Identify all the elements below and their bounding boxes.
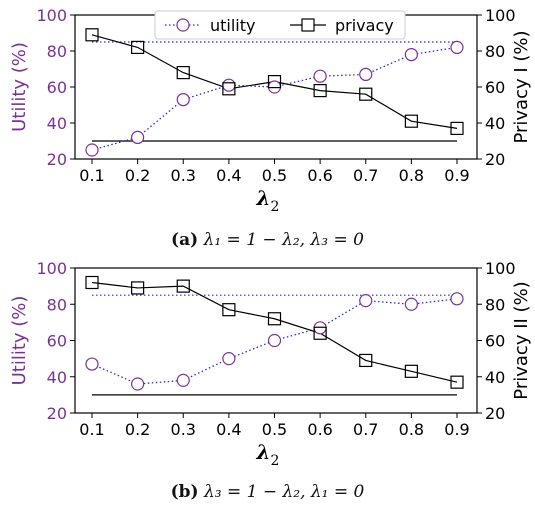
p1-x-tick-label: 0.8: [399, 166, 424, 185]
p2-x-tick-label: 0.2: [125, 420, 150, 439]
p2-privacy-point: [85, 275, 99, 290]
p1-y-left-label: Utility (%): [9, 42, 30, 132]
p2-left-tick-label: 20: [47, 404, 67, 423]
p2-right-tick-label: 80: [485, 295, 505, 314]
p2-utility-point: [404, 297, 418, 311]
p1-legend-box: [154, 10, 406, 40]
p1-right-tick-label: 60: [485, 78, 505, 97]
p1-x-tick-label: 0.1: [79, 166, 104, 185]
p1-right-tick-label: 100: [485, 6, 516, 25]
p2-privacy-point: [176, 279, 190, 293]
p1-right-tick-label: 20: [485, 150, 505, 169]
p2-utility-point: [85, 357, 99, 371]
p1-right-tick-label: 40: [485, 114, 505, 133]
caption-b-text: λ₃ = 1 − λ₂, λ₁ = 0: [204, 482, 365, 502]
caption-a-text: λ₁ = 1 − λ₂, λ₃ = 0: [203, 230, 364, 250]
p2-utility-series-line: [91, 298, 458, 385]
p1-privacy-point: [131, 40, 145, 55]
p2-left-tick-label: 60: [47, 332, 67, 351]
p2-right-tick-label: 100: [485, 259, 516, 278]
p1-x-tick-label: 0.2: [125, 166, 150, 185]
p1-utility-point: [222, 78, 236, 92]
p2-x-tick-label: 0.5: [262, 420, 287, 439]
p2-x-tick-label: 0.6: [307, 420, 332, 439]
p2-privacy-point: [359, 353, 373, 368]
p1-legend-privacy-label: privacy: [335, 16, 394, 35]
p1-privacy-point: [176, 65, 190, 80]
p1-privacy-point: [313, 83, 327, 98]
p2-utility-point: [359, 294, 373, 308]
p1-utility-point: [85, 143, 99, 157]
p1-utility-point: [131, 130, 145, 144]
p1-utility-series-line: [91, 46, 458, 151]
p2-utility-point: [450, 292, 464, 306]
p2-x-tick-label: 0.4: [216, 420, 241, 439]
p1-x-tick-label: 0.4: [216, 166, 241, 185]
p2-x-tick-label: 0.1: [79, 420, 104, 439]
p2-utility-point: [176, 373, 190, 387]
p1-x-tick-label: 0.3: [171, 166, 196, 185]
p1-privacy-point: [222, 82, 236, 96]
p1-left-tick-label: 60: [47, 78, 67, 97]
p1-left-tick-label: 40: [47, 114, 67, 133]
p2-y-right-label: Privacy II (%): [511, 281, 532, 399]
p1-legend-utility-label: utility: [210, 16, 256, 35]
p1-privacy-point: [404, 114, 418, 128]
p2-right-tick-label: 60: [485, 332, 505, 351]
p1-utility-point: [404, 47, 418, 62]
caption-a: (a) λ₁ = 1 − λ₂, λ₃ = 0: [0, 230, 535, 250]
p2-right-tick-label: 40: [485, 368, 505, 387]
p1-privacy-point: [267, 74, 282, 89]
p1-x-tick-label: 0.9: [444, 166, 469, 185]
caption-a-tag: (a): [171, 230, 199, 250]
p1-utility-point: [313, 69, 327, 83]
p2-x-tick-label: 0.9: [444, 420, 469, 439]
p2-privacy-point: [404, 364, 418, 378]
p2-left-tick-label: 100: [36, 259, 67, 278]
p2-utility-point: [131, 377, 145, 391]
p2-utility-point: [267, 333, 282, 348]
p2-privacy-point: [222, 303, 236, 317]
caption-b-tag: (b): [170, 482, 199, 502]
p1-right-tick-label: 80: [485, 42, 505, 61]
p2-x-tick-label: 0.7: [353, 420, 378, 439]
p1-utility-point: [359, 67, 373, 82]
p2-y-left-label: Utility (%): [9, 296, 30, 386]
p1-x-axis-label: λ2: [256, 186, 280, 215]
p2-privacy-series-line: [91, 281, 458, 383]
p2-utility-point: [222, 352, 236, 366]
p1-privacy-point: [450, 121, 464, 136]
p1-privacy-point: [359, 87, 373, 101]
p2-left-tick-label: 40: [47, 368, 67, 387]
p1-utility-point: [176, 92, 190, 107]
p1-left-tick-label: 100: [36, 6, 67, 25]
p2-privacy-point: [267, 312, 282, 326]
p1-x-tick-label: 0.5: [262, 166, 287, 185]
p2-x-axis-label: λ2: [256, 440, 280, 469]
p2-x-tick-label: 0.8: [399, 420, 424, 439]
caption-b: (b) λ₃ = 1 − λ₂, λ₁ = 0: [0, 482, 535, 502]
p1-y-right-label: Privacy I (%): [511, 30, 532, 143]
p2-x-tick-label: 0.3: [171, 420, 196, 439]
p1-left-tick-label: 20: [47, 150, 67, 169]
p1-utility-point: [450, 40, 464, 55]
p2-privacy-point: [313, 326, 327, 340]
p1-legend-privacy-marker: [301, 18, 315, 32]
p1-x-tick-label: 0.7: [353, 166, 378, 185]
p2-privacy-point: [450, 375, 464, 389]
p2-left-tick-label: 80: [47, 295, 67, 314]
p1-privacy-point: [85, 28, 99, 42]
p1-x-tick-label: 0.6: [307, 166, 332, 185]
p2-right-tick-label: 20: [485, 404, 505, 423]
p1-left-tick-label: 80: [47, 42, 67, 61]
p2-privacy-point: [131, 281, 145, 295]
p1-legend-utility-marker: [176, 18, 190, 32]
